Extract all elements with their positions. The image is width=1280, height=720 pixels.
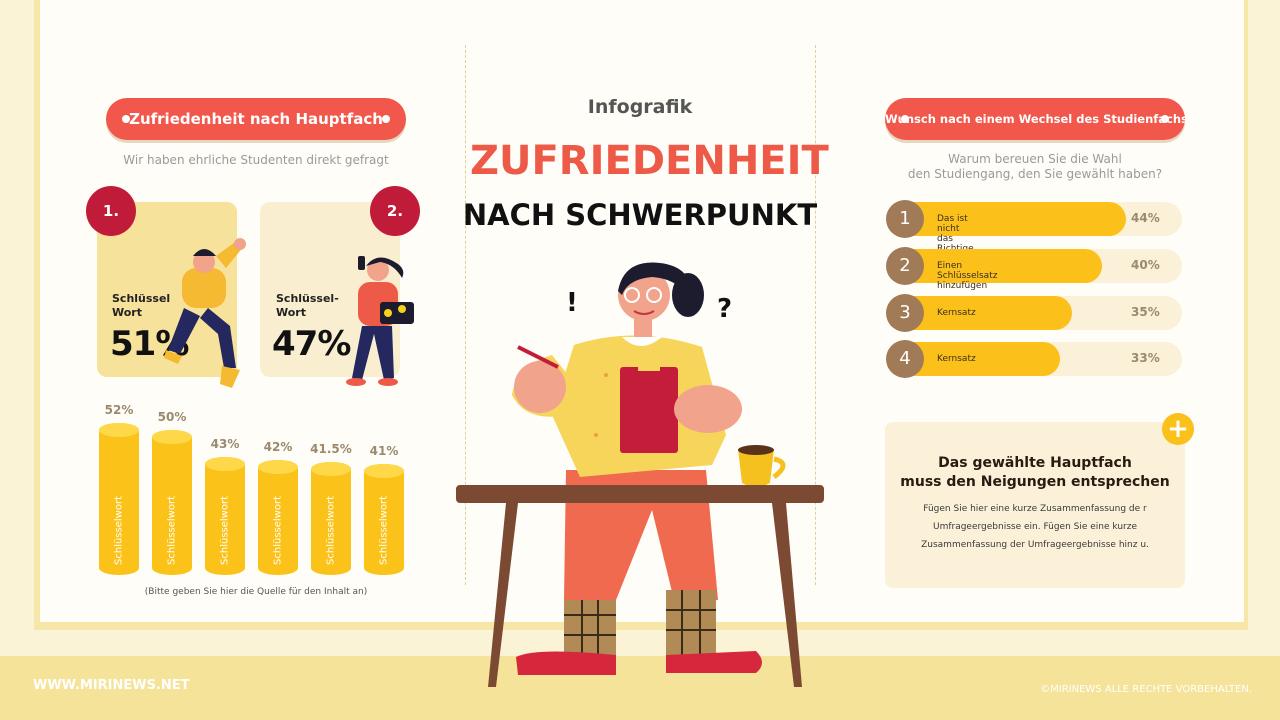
card-1-badge: 1. <box>86 186 136 236</box>
right-question-line2: den Studiengang, den Sie gewählt haben? <box>907 167 1163 181</box>
footer-copyright: ©MIRINEWS ALLE RECHTE VORBEHALTEN. <box>1040 684 1252 695</box>
chart-category-label: Schlüsselwort <box>166 496 178 565</box>
summary-title: Das gewählte Hauptfach muss den Neigunge… <box>885 454 1185 492</box>
chart-bar: Schlüsselwort <box>364 464 404 575</box>
cylinder-chart: Schlüsselwort 52% Schlüsselwort 50% Schlüsse… <box>96 395 416 580</box>
right-heading-pill: Wunsch nach einem Wechsel des Studienfac… <box>885 98 1185 140</box>
rank-track <box>890 202 1182 236</box>
rank-number: 3 <box>886 294 924 332</box>
right-question-line1: Warum bereuen Sie die Wahl <box>948 152 1122 166</box>
footer-site: WWW.MIRINEWS.NET <box>33 678 190 693</box>
chart-category-label: Schlüsselwort <box>272 496 284 565</box>
plus-icon: + <box>1162 413 1194 445</box>
student-phone-illustration <box>346 256 414 386</box>
infographic-kicker: Infografik <box>587 96 693 118</box>
chart-value-label: 50% <box>157 410 187 425</box>
chart-bar-top <box>258 460 298 475</box>
chart-category-label: Schlüsselwort <box>325 496 337 565</box>
chart-bar-top <box>99 423 139 437</box>
chart-bar: Schlüsselwort <box>311 462 351 575</box>
chart-bar-top <box>311 462 351 477</box>
card-1-keyword-line2: Wort <box>112 306 142 319</box>
card-2-percent: 47% <box>272 324 351 364</box>
chart-bar-top <box>152 430 192 445</box>
exclamation-mark: ! <box>566 288 578 318</box>
chart-bar: Schlüsselwort <box>258 460 298 575</box>
right-heading-text: Wunsch nach einem Wechsel des Studienfac… <box>885 112 1185 126</box>
rank-percent: 40% <box>1131 258 1160 272</box>
student-jumping-illustration <box>164 238 246 388</box>
chart-value-label: 41.5% <box>310 442 352 457</box>
card-2-keyword-line1: Schlüssel- <box>276 292 339 305</box>
summary-card: Das gewählte Hauptfach muss den Neigunge… <box>885 422 1185 588</box>
main-subtitle: NACH SCHWERPUNKT <box>462 198 818 232</box>
chart-value-label: 41% <box>369 444 399 458</box>
rank-label: Kernsatz <box>937 354 976 364</box>
summary-body: Fügen Sie hier eine kurze Zusammenfassun… <box>921 504 1149 550</box>
teacher-desk-illustration <box>456 262 824 687</box>
rank-label: Kernsatz <box>937 308 976 318</box>
card-1-keyword: Schlüssel Wort <box>112 292 170 320</box>
right-question: Warum bereuen Sie die Wahl den Studienga… <box>885 152 1185 182</box>
rank-number: 4 <box>886 340 924 378</box>
floor-band <box>0 656 1280 720</box>
pill-dot <box>122 115 130 123</box>
question-mark: ? <box>717 294 733 324</box>
card-2-badge: 2. <box>370 186 420 236</box>
chart-value-label: 42% <box>263 440 293 455</box>
chart-category-label: Schlüsselwort <box>113 496 125 565</box>
pill-dot <box>901 115 909 123</box>
card-2-keyword-line2: Wort <box>276 306 306 319</box>
divider-left <box>465 45 466 585</box>
pill-dot <box>1161 115 1169 123</box>
summary-title-line2: muss den Neigungen entsprechen <box>900 474 1170 490</box>
summary-title-line1: Das gewählte Hauptfach <box>938 455 1132 471</box>
rank-percent: 44% <box>1131 211 1160 225</box>
left-heading-pill: Zufriedenheit nach Hauptfach <box>106 98 406 140</box>
rank-percent: 33% <box>1131 351 1160 365</box>
rank-number: 1 <box>886 200 924 238</box>
card-2-keyword: Schlüssel- Wort <box>276 292 339 320</box>
card-1-keyword-line1: Schlüssel <box>112 292 171 305</box>
chart-bar: Schlüsselwort <box>205 456 245 575</box>
divider-right <box>815 45 816 585</box>
chart-category-label: Schlüsselwort <box>219 496 231 565</box>
left-heading-text: Zufriedenheit nach Hauptfach <box>129 110 383 128</box>
rank-fill <box>890 249 1102 283</box>
rank-percent: 35% <box>1131 305 1160 319</box>
rank-label: Einen Schlüsselsatz hinzufügen <box>937 261 998 291</box>
main-title: ZUFRIEDENHEIT <box>470 138 829 184</box>
rank-fill <box>890 202 1126 236</box>
chart-bar-top <box>364 464 404 478</box>
chart-bar: Schlüsselwort <box>99 423 139 575</box>
chart-bar-top <box>205 456 245 471</box>
chart-category-label: Schlüsselwort <box>378 496 390 565</box>
chart-value-label: 43% <box>210 436 240 451</box>
pill-dot <box>382 115 390 123</box>
left-subtitle: Wir haben ehrliche Studenten direkt gefr… <box>123 153 389 167</box>
source-note: (Bitte geben Sie hier die Quelle für den… <box>144 587 368 597</box>
chart-value-label: 52% <box>104 403 134 417</box>
rank-number: 2 <box>886 247 924 285</box>
chart-bar: Schlüsselwort <box>152 430 192 575</box>
rank-track <box>890 249 1182 283</box>
